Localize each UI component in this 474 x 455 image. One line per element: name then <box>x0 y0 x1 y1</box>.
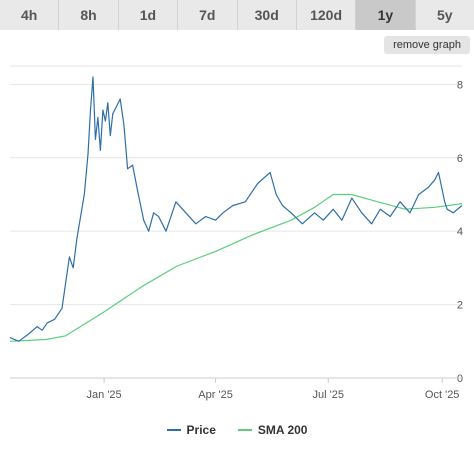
price-line <box>9 76 463 342</box>
remove-graph-button[interactable]: remove graph <box>384 36 470 54</box>
tab-4h[interactable]: 4h <box>0 0 60 30</box>
x-tick-label: Apr '25 <box>198 389 233 401</box>
x-tick-label: Jul '25 <box>313 389 344 401</box>
legend-label-price: Price <box>186 423 216 437</box>
legend-swatch-price <box>166 429 181 431</box>
tab-1d[interactable]: 1d <box>118 0 179 30</box>
legend-item-price[interactable]: Price <box>166 423 216 437</box>
y-axis: 0 2 4 6 8 <box>457 79 463 385</box>
tab-8h[interactable]: 8h <box>59 0 119 30</box>
y-tick-label: 0 <box>457 373 463 385</box>
tab-1y[interactable]: 1y <box>356 0 416 30</box>
x-tick-label: Jan '25 <box>87 389 122 401</box>
x-axis: Jan '25 Apr '25 Jul '25 Oct '25 <box>10 377 462 401</box>
legend-item-sma[interactable]: SMA 200 <box>237 423 308 437</box>
tab-30d[interactable]: 30d <box>237 0 297 30</box>
sma-200-line <box>9 193 463 342</box>
y-tick-label: 6 <box>457 153 463 165</box>
y-tick-label: 8 <box>457 79 463 91</box>
chart-legend: Price SMA 200 <box>0 420 474 440</box>
price-chart: 0 2 4 6 8 Jan '25 Apr '25 Jul '25 Oct '25 <box>9 65 463 401</box>
timeframe-tabs: 4h 8h 1d 7d 30d 120d 1y 5y <box>0 0 474 30</box>
chart-series <box>9 76 463 342</box>
legend-swatch-sma <box>237 429 252 431</box>
chart-grid <box>10 65 462 379</box>
tab-7d[interactable]: 7d <box>178 0 238 30</box>
y-tick-label: 4 <box>457 226 463 238</box>
y-tick-label: 2 <box>457 300 463 312</box>
tab-120d[interactable]: 120d <box>296 0 357 30</box>
x-tick-label: Oct '25 <box>425 389 460 401</box>
tab-5y[interactable]: 5y <box>415 0 474 30</box>
legend-label-sma: SMA 200 <box>257 423 308 437</box>
